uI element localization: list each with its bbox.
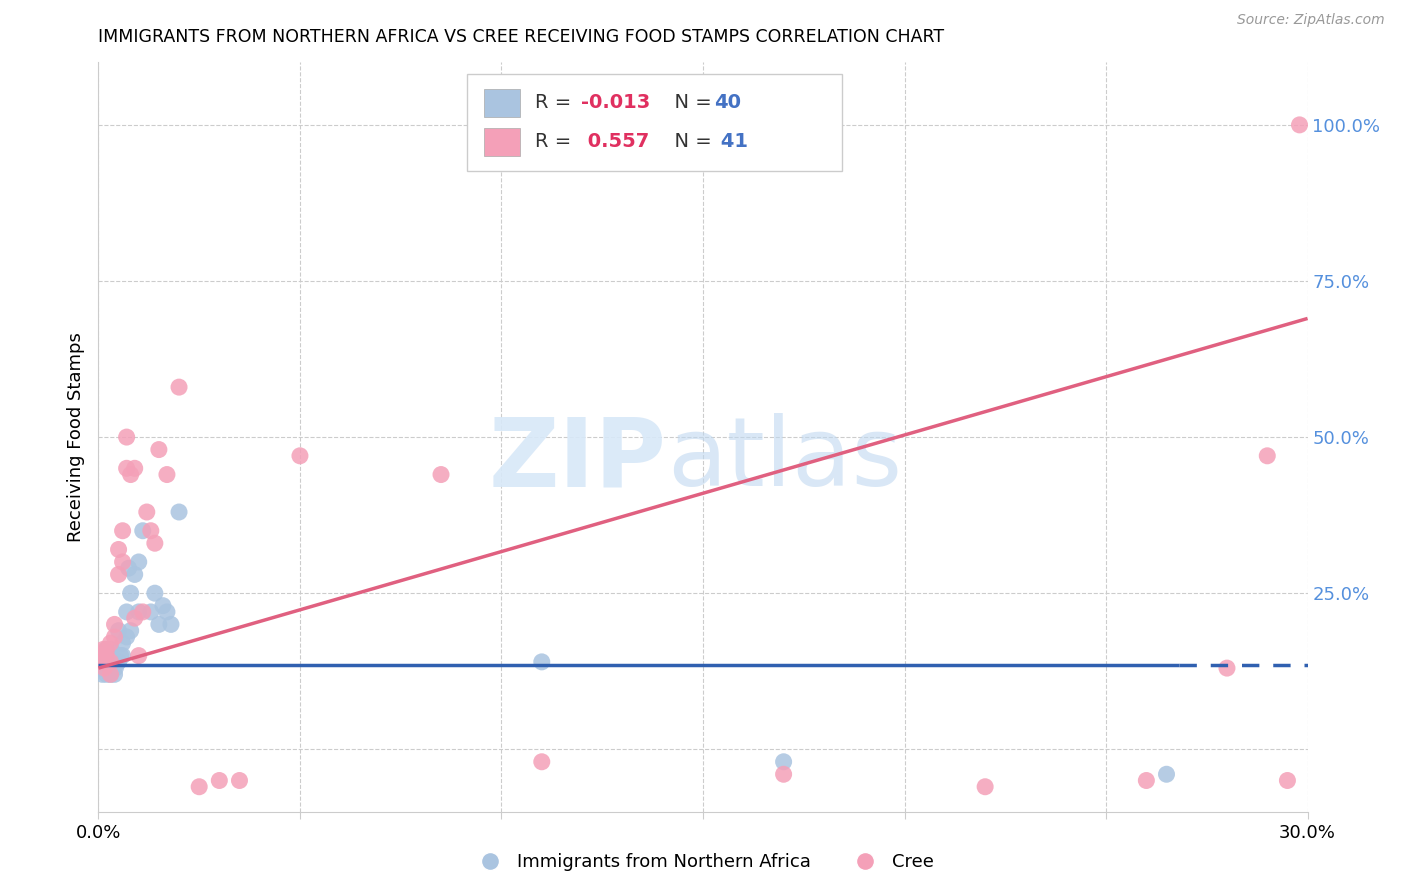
- Point: [110, 648, 132, 663]
- Point: [96, 648, 118, 663]
- Point: [103, 630, 125, 644]
- Point: [139, 605, 162, 619]
- Point: [100, 655, 122, 669]
- Text: 40: 40: [714, 94, 741, 112]
- Point: [228, 773, 250, 788]
- Point: [288, 449, 311, 463]
- Point: [100, 667, 122, 681]
- Point: [120, 467, 142, 482]
- Point: [124, 611, 146, 625]
- Text: N =: N =: [662, 132, 718, 152]
- Point: [772, 767, 794, 781]
- Text: R =: R =: [534, 94, 578, 112]
- Point: [115, 430, 138, 444]
- Point: [118, 561, 141, 575]
- Point: [111, 555, 134, 569]
- Text: IMMIGRANTS FROM NORTHERN AFRICA VS CREE RECEIVING FOOD STAMPS CORRELATION CHART: IMMIGRANTS FROM NORTHERN AFRICA VS CREE …: [98, 28, 945, 45]
- Point: [772, 755, 794, 769]
- Point: [167, 380, 190, 394]
- Point: [107, 655, 129, 669]
- Point: [128, 648, 150, 663]
- Legend: Immigrants from Northern Africa, Cree: Immigrants from Northern Africa, Cree: [465, 847, 941, 879]
- Point: [128, 605, 150, 619]
- Point: [101, 661, 124, 675]
- Point: [100, 648, 122, 663]
- Y-axis label: Receiving Food Stamps: Receiving Food Stamps: [66, 332, 84, 542]
- Point: [103, 667, 125, 681]
- Point: [132, 605, 155, 619]
- Text: 0.557: 0.557: [581, 132, 650, 152]
- Point: [111, 648, 134, 663]
- Point: [139, 524, 162, 538]
- Point: [148, 442, 170, 457]
- Point: [100, 636, 122, 650]
- FancyBboxPatch shape: [467, 74, 842, 171]
- Point: [152, 599, 174, 613]
- Bar: [484, 128, 520, 156]
- Text: 41: 41: [714, 132, 748, 152]
- Point: [91, 642, 114, 657]
- Point: [156, 605, 179, 619]
- Point: [120, 586, 142, 600]
- Point: [974, 780, 997, 794]
- Point: [96, 667, 118, 681]
- Point: [1288, 118, 1310, 132]
- Point: [89, 661, 111, 675]
- Point: [124, 567, 146, 582]
- Point: [124, 461, 146, 475]
- Point: [115, 461, 138, 475]
- Point: [188, 780, 211, 794]
- Point: [132, 524, 155, 538]
- Point: [143, 536, 166, 550]
- Point: [167, 505, 190, 519]
- Point: [96, 655, 118, 669]
- Point: [1135, 773, 1157, 788]
- Point: [156, 467, 179, 482]
- Point: [143, 586, 166, 600]
- Point: [104, 661, 127, 675]
- Point: [115, 605, 138, 619]
- Point: [91, 655, 114, 669]
- Point: [111, 636, 134, 650]
- Point: [107, 567, 129, 582]
- Bar: [484, 88, 520, 117]
- Point: [96, 642, 118, 657]
- Point: [1256, 449, 1278, 463]
- Point: [530, 755, 553, 769]
- Point: [89, 648, 111, 663]
- Point: [93, 655, 115, 669]
- Point: [135, 505, 157, 519]
- Point: [430, 467, 453, 482]
- Point: [100, 667, 122, 681]
- Point: [107, 542, 129, 557]
- Point: [100, 642, 122, 657]
- Point: [91, 648, 114, 663]
- Text: ZIP: ZIP: [489, 413, 666, 506]
- Point: [94, 661, 117, 675]
- Point: [120, 624, 142, 638]
- Point: [128, 555, 150, 569]
- Point: [148, 617, 170, 632]
- Text: -0.013: -0.013: [581, 94, 650, 112]
- Point: [93, 661, 115, 675]
- Point: [208, 773, 231, 788]
- Text: Source: ZipAtlas.com: Source: ZipAtlas.com: [1237, 13, 1385, 28]
- Point: [111, 524, 134, 538]
- Point: [530, 655, 553, 669]
- Point: [96, 642, 118, 657]
- Point: [1216, 661, 1239, 675]
- Point: [1156, 767, 1178, 781]
- Text: atlas: atlas: [666, 413, 901, 506]
- Point: [160, 617, 183, 632]
- Text: R =: R =: [534, 132, 578, 152]
- Text: N =: N =: [662, 94, 718, 112]
- Point: [115, 630, 138, 644]
- Point: [103, 617, 125, 632]
- Point: [103, 655, 125, 669]
- Point: [91, 667, 114, 681]
- Point: [97, 661, 120, 675]
- Point: [107, 624, 129, 638]
- Point: [1277, 773, 1299, 788]
